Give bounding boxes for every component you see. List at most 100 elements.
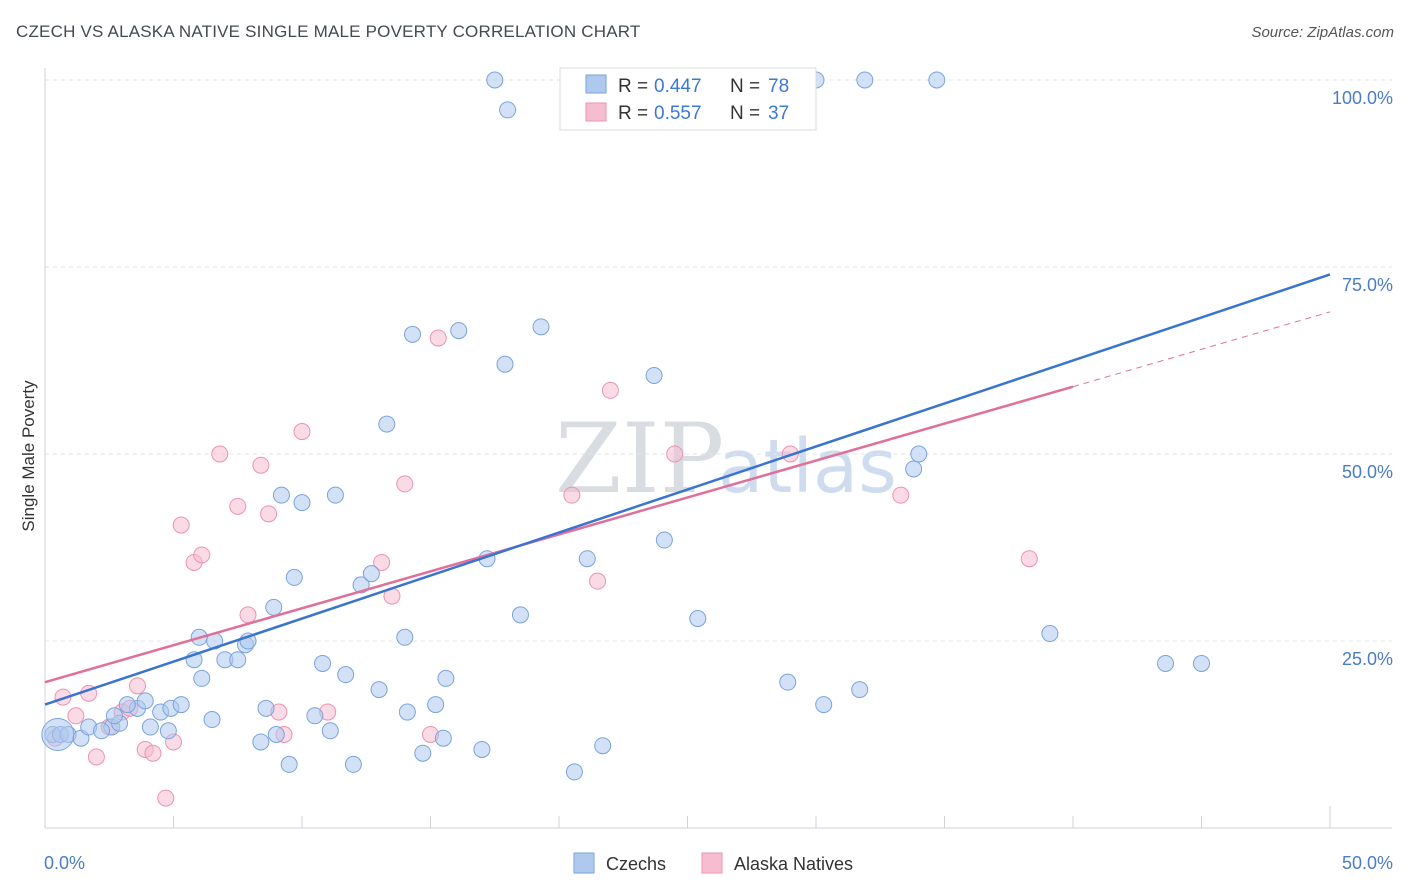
czech-point-65 (486, 71, 504, 89)
czechs-bottom-label: Czechs (606, 854, 666, 874)
native-point-33 (666, 445, 684, 463)
native-point-36 (1020, 550, 1038, 568)
czech-point-48 (496, 355, 514, 373)
native-point-31 (589, 572, 607, 590)
czech-point-59 (851, 681, 869, 699)
native-point-23 (293, 423, 311, 441)
czech-point-26 (280, 755, 298, 773)
czech-point-53 (594, 737, 612, 755)
czech-point-27 (285, 568, 303, 586)
native-point-17 (229, 497, 247, 515)
czech-point-70 (856, 71, 874, 89)
native-point-29 (429, 329, 447, 347)
czech-point-62 (1041, 625, 1059, 643)
watermark: ZIP atlas (555, 403, 897, 515)
czech-point-75 (434, 729, 452, 747)
czechs-r-label: R = (618, 76, 648, 97)
czech-point-43 (427, 696, 445, 714)
czechs-trendline (44, 273, 1331, 706)
native-point-32 (601, 381, 619, 399)
axes (44, 68, 1392, 829)
native-point-2 (67, 707, 85, 725)
czech-point-38 (378, 415, 396, 433)
czech-point-34 (344, 755, 362, 773)
y-tick-label-50: 50.0% (1342, 462, 1393, 482)
czech-point-63 (1157, 654, 1175, 672)
natives-n-label: N = (730, 103, 760, 124)
x-tick-label-min: 0.0% (44, 853, 85, 873)
czech-point-36 (362, 565, 380, 583)
source-label: Source: ZipAtlas.com (1251, 24, 1394, 41)
watermark-zip: ZIP (555, 403, 724, 515)
czech-point-42 (414, 744, 432, 762)
czech-point-7 (105, 707, 123, 725)
natives-trendline (44, 385, 1074, 684)
czech-point-72 (159, 722, 177, 740)
trendlines (44, 273, 1331, 706)
czech-point-55 (655, 531, 673, 549)
czechs-points (41, 71, 1210, 781)
native-point-18 (239, 606, 257, 624)
y-tick-labels: 100.0% 75.0% 50.0% 25.0% (1332, 88, 1393, 669)
native-point-13 (172, 516, 190, 534)
czech-point-23 (257, 699, 275, 717)
natives-r-value: 0.557 (654, 103, 702, 124)
native-point-35 (892, 486, 910, 504)
natives-n-value: 37 (768, 103, 789, 124)
czech-point-32 (326, 486, 344, 504)
y-tick-label-25: 25.0% (1342, 649, 1393, 669)
czech-point-22 (252, 733, 270, 751)
y-tick-label-100: 100.0% (1332, 88, 1393, 108)
gridlines (45, 79, 1392, 642)
native-point-25 (373, 553, 391, 571)
czech-point-64 (1193, 654, 1210, 672)
czech-point-13 (172, 696, 190, 714)
native-point-4 (87, 748, 105, 766)
czech-point-51 (565, 763, 583, 781)
native-point-15 (193, 546, 211, 564)
czech-point-77 (93, 722, 111, 740)
czech-point-56 (689, 610, 707, 628)
czech-point-25 (272, 486, 290, 504)
legend-top: R = 0.447 N = 78 R = 0.557 N = 37 (559, 67, 817, 131)
czech-point-76 (118, 696, 136, 714)
czech-point-40 (398, 703, 416, 721)
native-point-10 (144, 744, 162, 762)
czech-point-15 (193, 669, 211, 687)
natives-r-label: R = (618, 103, 648, 124)
y-axis-label: Single Male Poverty (19, 380, 38, 532)
native-point-27 (396, 475, 414, 493)
czechs-legend-swatch (585, 74, 607, 94)
czech-point-41 (404, 325, 422, 343)
czech-point-46 (473, 740, 491, 758)
czech-point-24 (265, 598, 283, 616)
czech-point-28 (293, 494, 311, 512)
x-ticks (173, 806, 1331, 828)
natives-trendline-extension (1072, 311, 1331, 388)
czechs-n-value: 78 (768, 76, 789, 97)
natives-bottom-label: Alaska Natives (734, 854, 853, 874)
czech-cluster-point (41, 718, 75, 751)
czech-point-31 (321, 722, 339, 740)
native-point-30 (563, 486, 581, 504)
czech-point-39 (396, 628, 414, 646)
czech-point-58 (815, 696, 833, 714)
czech-point-33 (337, 666, 355, 684)
czech-point-10 (141, 718, 159, 736)
czech-point-45 (450, 322, 468, 340)
native-point-20 (260, 505, 278, 523)
czech-point-73 (203, 711, 221, 729)
czech-point-29 (306, 707, 324, 725)
czechs-bottom-swatch (573, 852, 595, 874)
czech-point-37 (370, 681, 388, 699)
czech-point-9 (136, 692, 154, 710)
y-tick-label-75: 75.0% (1342, 275, 1393, 295)
czech-point-44 (437, 669, 455, 687)
czechs-n-label: N = (730, 76, 760, 97)
native-point-19 (252, 456, 270, 474)
natives-legend-swatch (585, 102, 607, 122)
native-point-11 (157, 789, 175, 807)
native-point-16 (211, 445, 229, 463)
czech-point-74 (267, 726, 285, 743)
